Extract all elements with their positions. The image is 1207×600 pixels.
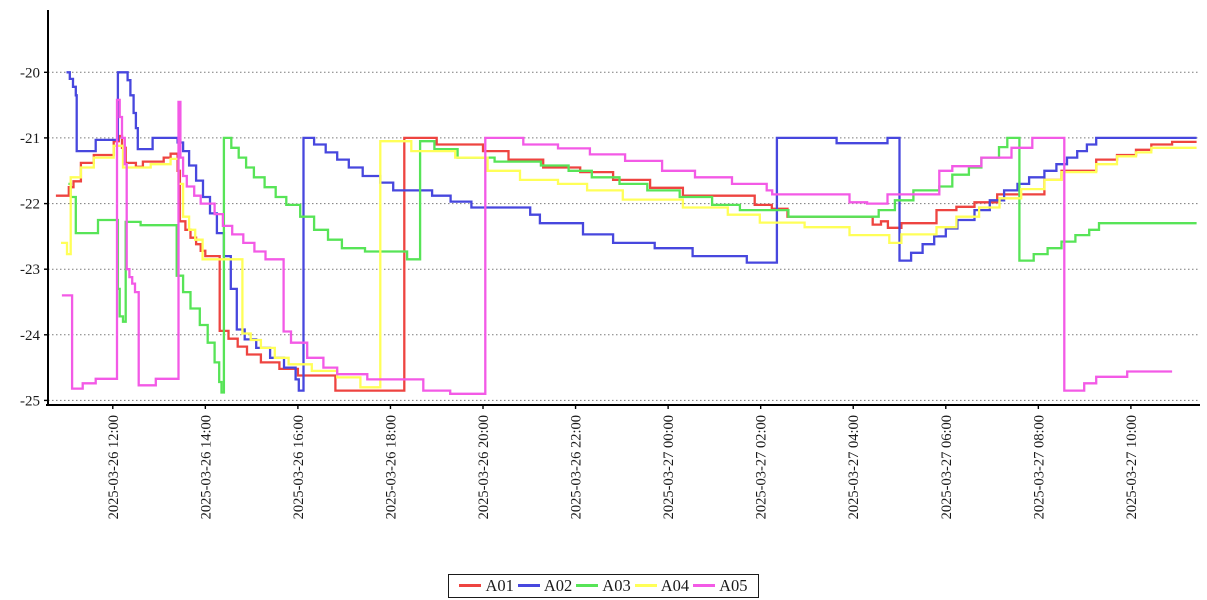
legend: A01 A02 A03 A04 A05 bbox=[0, 573, 1207, 598]
legend-item-A01: A01 bbox=[459, 575, 514, 595]
legend-item-A02: A02 bbox=[517, 575, 573, 595]
x-tick-label: 2025-03-27 00:00 bbox=[661, 415, 677, 519]
x-tick-label: 2025-03-27 06:00 bbox=[939, 415, 955, 519]
legend-label-A05: A05 bbox=[719, 575, 748, 595]
series-line-A03 bbox=[68, 136, 1197, 394]
y-tick-label: -22 bbox=[20, 197, 40, 213]
y-tick-label: -21 bbox=[20, 131, 40, 147]
x-tick-label: 2025-03-26 12:00 bbox=[106, 415, 122, 519]
legend-label-A03: A03 bbox=[602, 575, 631, 595]
legend-label-A02: A02 bbox=[543, 575, 573, 595]
legend-label-A04: A04 bbox=[660, 575, 690, 595]
legend-label-A01: A01 bbox=[485, 575, 514, 595]
x-tick-label: 2025-03-26 16:00 bbox=[291, 415, 307, 519]
legend-swatch-A05 bbox=[693, 584, 716, 588]
x-tick-label: 2025-03-27 08:00 bbox=[1031, 415, 1047, 519]
legend-box: A01 A02 A03 A04 A05 bbox=[448, 573, 759, 598]
legend-swatch-A01 bbox=[459, 584, 482, 588]
y-tick-label: -25 bbox=[20, 393, 40, 409]
y-tick-label: -23 bbox=[20, 262, 40, 278]
x-tick-label: 2025-03-26 22:00 bbox=[569, 415, 585, 519]
legend-item-A03: A03 bbox=[576, 575, 631, 595]
legend-item-A05: A05 bbox=[693, 575, 748, 595]
series-line-A02 bbox=[66, 71, 1197, 392]
x-tick-label: 2025-03-26 20:00 bbox=[476, 415, 492, 519]
legend-swatch-A02 bbox=[517, 584, 540, 588]
x-tick-label: 2025-03-27 10:00 bbox=[1124, 415, 1140, 519]
x-tick-label: 2025-03-26 14:00 bbox=[198, 415, 214, 519]
y-tick-label: -20 bbox=[20, 65, 40, 81]
x-tick-label: 2025-03-27 04:00 bbox=[846, 415, 862, 519]
y-tick-label: -24 bbox=[20, 328, 40, 344]
series-line-A01 bbox=[55, 134, 1197, 392]
legend-swatch-A03 bbox=[576, 584, 599, 588]
series-line-A05 bbox=[61, 98, 1173, 395]
series-line-A04 bbox=[61, 140, 1197, 389]
x-tick-label: 2025-03-26 18:00 bbox=[383, 415, 399, 519]
legend-swatch-A04 bbox=[634, 584, 657, 588]
legend-item-A04: A04 bbox=[634, 575, 690, 595]
x-tick-label: 2025-03-27 02:00 bbox=[754, 415, 770, 519]
